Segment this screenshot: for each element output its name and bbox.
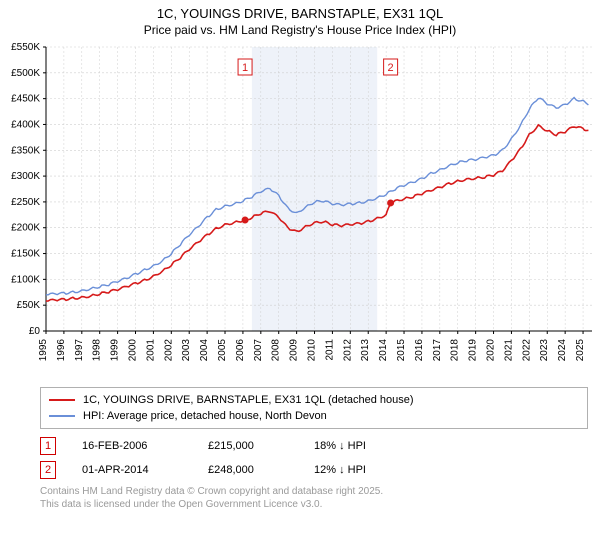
footer-line: Contains HM Land Registry data © Crown c… bbox=[40, 485, 588, 498]
svg-text:1: 1 bbox=[242, 62, 248, 74]
svg-text:2010: 2010 bbox=[307, 339, 318, 362]
chart-container: 1C, YOUINGS DRIVE, BARNSTAPLE, EX31 1QL … bbox=[0, 6, 600, 519]
svg-text:2002: 2002 bbox=[163, 339, 174, 362]
svg-text:2014: 2014 bbox=[378, 339, 389, 362]
svg-text:2004: 2004 bbox=[199, 339, 210, 362]
svg-text:£200K: £200K bbox=[11, 223, 40, 234]
svg-text:2023: 2023 bbox=[539, 339, 550, 362]
svg-text:2025: 2025 bbox=[575, 339, 586, 362]
svg-text:£550K: £550K bbox=[11, 42, 40, 53]
marker-badge: 1 bbox=[40, 437, 56, 455]
marker-delta: 12% ↓ HPI bbox=[314, 464, 366, 476]
svg-text:£450K: £450K bbox=[11, 94, 40, 105]
svg-text:2022: 2022 bbox=[521, 339, 532, 362]
svg-text:1998: 1998 bbox=[92, 339, 103, 362]
legend-label: 1C, YOUINGS DRIVE, BARNSTAPLE, EX31 1QL … bbox=[83, 392, 414, 408]
svg-text:1996: 1996 bbox=[56, 339, 67, 362]
marker-price: £215,000 bbox=[208, 440, 288, 452]
legend-item-property: 1C, YOUINGS DRIVE, BARNSTAPLE, EX31 1QL … bbox=[49, 392, 579, 408]
svg-text:2016: 2016 bbox=[414, 339, 425, 362]
marker-row: 1 16-FEB-2006 £215,000 18% ↓ HPI bbox=[40, 437, 588, 455]
svg-text:2005: 2005 bbox=[217, 339, 228, 362]
legend-swatch bbox=[49, 399, 75, 401]
legend-label: HPI: Average price, detached house, Nort… bbox=[83, 408, 327, 424]
marker-table: 1 16-FEB-2006 £215,000 18% ↓ HPI 2 01-AP… bbox=[40, 437, 588, 479]
svg-text:£500K: £500K bbox=[11, 68, 40, 79]
svg-text:1997: 1997 bbox=[74, 339, 85, 362]
svg-text:2008: 2008 bbox=[271, 339, 282, 362]
legend: 1C, YOUINGS DRIVE, BARNSTAPLE, EX31 1QL … bbox=[40, 387, 588, 429]
svg-text:£50K: £50K bbox=[17, 300, 41, 311]
footer-line: This data is licensed under the Open Gov… bbox=[40, 498, 588, 511]
svg-text:2001: 2001 bbox=[145, 339, 156, 362]
marker-date: 16-FEB-2006 bbox=[82, 440, 182, 452]
chart-subtitle: Price paid vs. HM Land Registry's House … bbox=[0, 23, 600, 37]
svg-text:£300K: £300K bbox=[11, 171, 40, 182]
price-chart: £0 £50K £100K £150K £200K £250K £300K £350K £400… bbox=[0, 41, 600, 381]
svg-text:£400K: £400K bbox=[11, 119, 40, 130]
marker-date: 01-APR-2014 bbox=[82, 464, 182, 476]
svg-text:2019: 2019 bbox=[468, 339, 479, 362]
svg-text:2000: 2000 bbox=[128, 339, 139, 362]
svg-text:2013: 2013 bbox=[360, 339, 371, 362]
chart-title: 1C, YOUINGS DRIVE, BARNSTAPLE, EX31 1QL bbox=[0, 6, 600, 21]
marker-row: 2 01-APR-2014 £248,000 12% ↓ HPI bbox=[40, 461, 588, 479]
svg-text:2011: 2011 bbox=[324, 339, 335, 361]
marker-badge: 2 bbox=[40, 461, 56, 479]
svg-text:2017: 2017 bbox=[432, 339, 443, 362]
svg-text:£350K: £350K bbox=[11, 145, 40, 156]
svg-text:2: 2 bbox=[388, 62, 394, 74]
svg-text:2024: 2024 bbox=[557, 339, 568, 362]
svg-text:2007: 2007 bbox=[253, 339, 264, 362]
svg-text:£100K: £100K bbox=[11, 274, 40, 285]
svg-text:2012: 2012 bbox=[342, 339, 353, 362]
svg-text:1999: 1999 bbox=[110, 339, 121, 362]
legend-swatch bbox=[49, 415, 75, 417]
svg-text:2003: 2003 bbox=[181, 339, 192, 362]
marker-delta: 18% ↓ HPI bbox=[314, 440, 366, 452]
svg-text:2020: 2020 bbox=[486, 339, 497, 362]
svg-text:2006: 2006 bbox=[235, 339, 246, 362]
svg-text:2009: 2009 bbox=[289, 339, 300, 362]
footer: Contains HM Land Registry data © Crown c… bbox=[40, 485, 588, 519]
svg-text:£0: £0 bbox=[29, 326, 41, 337]
svg-text:2021: 2021 bbox=[503, 339, 514, 362]
svg-text:£250K: £250K bbox=[11, 197, 40, 208]
legend-item-hpi: HPI: Average price, detached house, Nort… bbox=[49, 408, 579, 424]
svg-text:2015: 2015 bbox=[396, 339, 407, 362]
svg-text:2018: 2018 bbox=[450, 339, 461, 362]
svg-text:1995: 1995 bbox=[38, 339, 49, 362]
svg-text:£150K: £150K bbox=[11, 249, 40, 260]
marker-price: £248,000 bbox=[208, 464, 288, 476]
